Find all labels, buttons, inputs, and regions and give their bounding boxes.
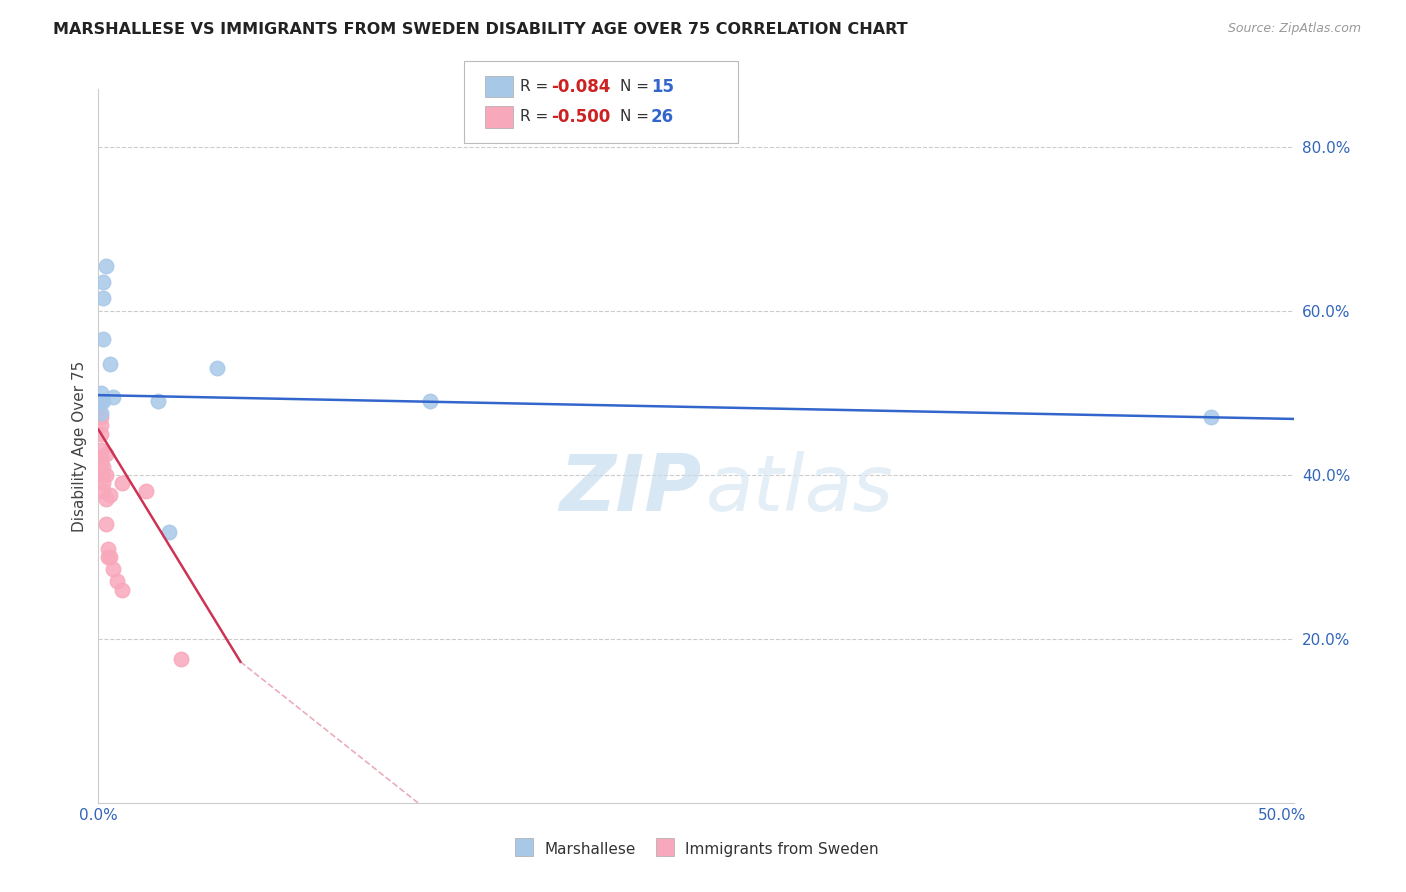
Text: -0.084: -0.084: [551, 78, 610, 95]
Y-axis label: Disability Age Over 75: Disability Age Over 75: [72, 360, 87, 532]
Point: [90, 406, 112, 420]
Point: [105, 574, 128, 589]
Point: [97, 549, 120, 564]
Point: [90, 443, 112, 458]
Point: [90, 393, 112, 408]
Point: [90, 385, 112, 400]
Point: [90, 418, 112, 433]
Point: [91, 459, 114, 474]
Point: [170, 652, 193, 666]
Point: [146, 393, 169, 408]
Point: [98, 357, 121, 371]
Point: [98, 549, 121, 564]
Point: [90, 451, 112, 466]
Point: [94, 467, 117, 482]
Text: 15: 15: [651, 78, 673, 95]
Point: [91, 467, 114, 482]
Point: [91, 291, 114, 305]
Point: [94, 516, 117, 531]
Point: [91, 484, 114, 499]
Point: [90, 426, 112, 441]
Legend: Marshallese, Immigrants from Sweden: Marshallese, Immigrants from Sweden: [508, 834, 884, 863]
Text: Source: ZipAtlas.com: Source: ZipAtlas.com: [1227, 22, 1361, 36]
Point: [111, 582, 134, 597]
Point: [87, 402, 110, 417]
Text: 26: 26: [651, 108, 673, 126]
Text: N =: N =: [620, 79, 654, 94]
Text: MARSHALLESE VS IMMIGRANTS FROM SWEDEN DISABILITY AGE OVER 75 CORRELATION CHART: MARSHALLESE VS IMMIGRANTS FROM SWEDEN DI…: [53, 22, 908, 37]
Point: [94, 492, 117, 507]
Point: [91, 393, 114, 408]
Point: [1199, 410, 1222, 425]
Point: [111, 475, 134, 490]
Text: -0.500: -0.500: [551, 108, 610, 126]
Text: N =: N =: [620, 110, 654, 124]
Text: ZIP: ZIP: [558, 450, 700, 527]
Point: [101, 390, 124, 404]
Point: [98, 488, 121, 502]
Point: [94, 447, 117, 461]
Point: [90, 467, 112, 482]
Point: [90, 410, 112, 425]
Point: [91, 275, 114, 289]
Point: [90, 455, 112, 469]
Text: R =: R =: [520, 110, 554, 124]
Point: [101, 562, 124, 576]
Point: [205, 361, 228, 376]
Point: [94, 259, 117, 273]
Text: R =: R =: [520, 79, 554, 94]
Point: [91, 332, 114, 346]
Point: [97, 541, 120, 556]
Point: [135, 484, 157, 499]
Point: [91, 475, 114, 490]
Point: [419, 393, 441, 408]
Text: atlas: atlas: [706, 450, 893, 527]
Point: [157, 525, 180, 540]
